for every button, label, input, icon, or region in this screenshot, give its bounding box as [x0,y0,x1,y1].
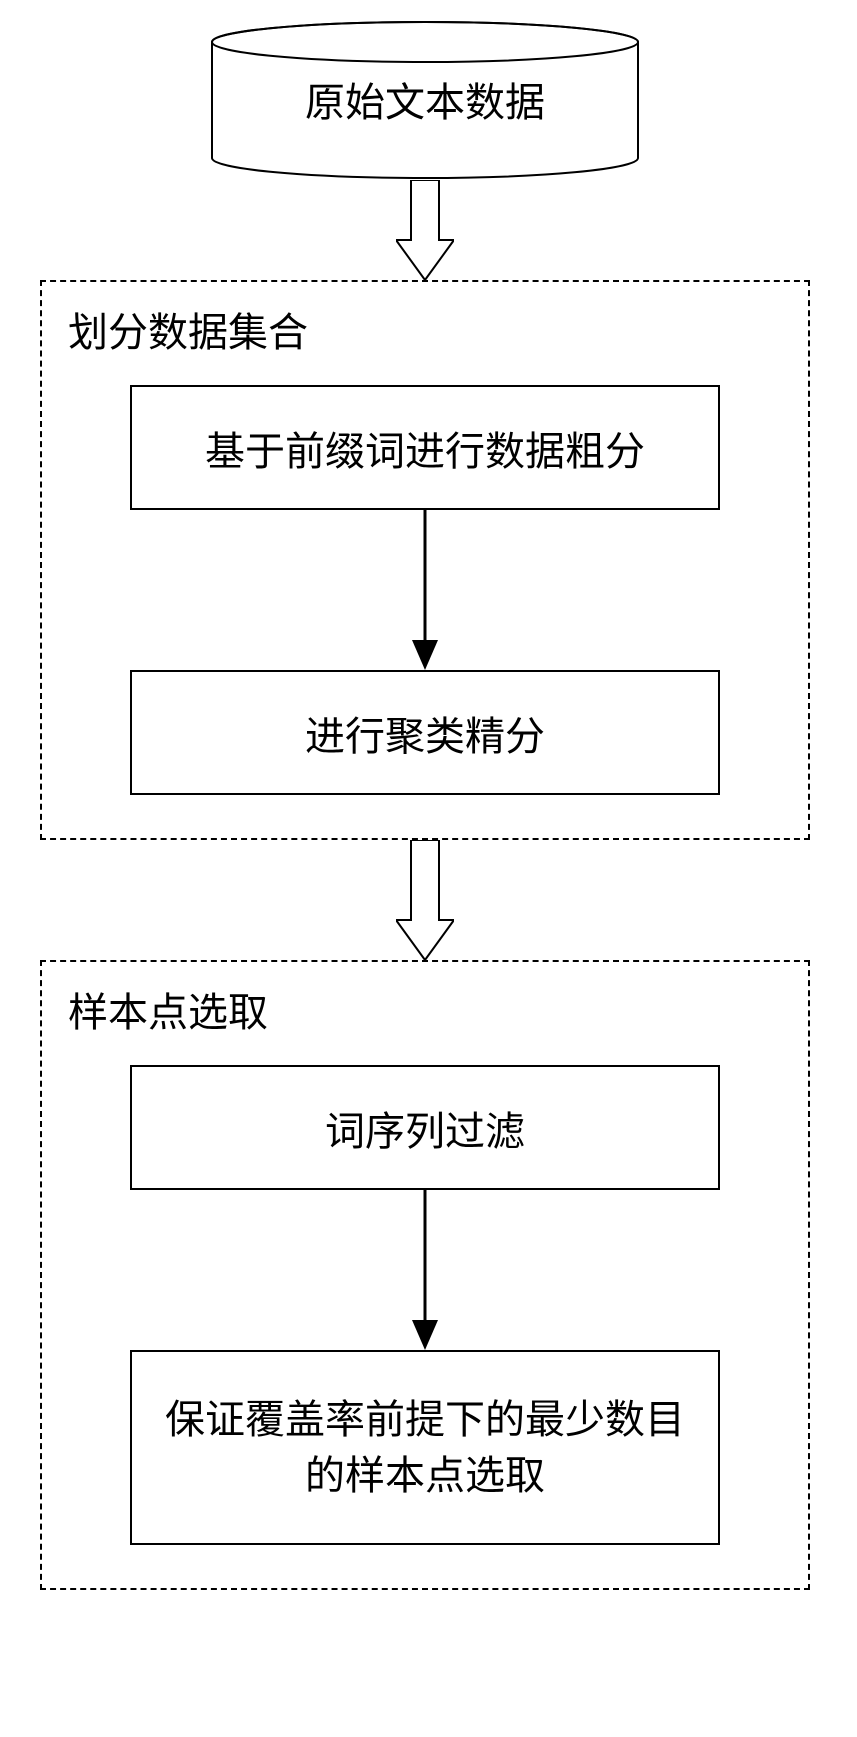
group-partition-label: 划分数据集合 [68,300,308,358]
step-cluster-fine: 进行聚类精分 [130,670,720,795]
group-sample-select-label: 样本点选取 [68,980,268,1038]
step-min-sample-coverage-label: 保证覆盖率前提下的最少数目的样本点选取 [162,1392,688,1504]
arrow-group1-to-group2 [396,840,454,960]
arrow-g1s1-to-g1s2 [412,510,438,670]
source-label: 原始文本数据 [210,70,640,128]
step-min-sample-coverage: 保证覆盖率前提下的最少数目的样本点选取 [130,1350,720,1545]
step-prefix-coarse: 基于前缀词进行数据粗分 [130,385,720,510]
flowchart-canvas: 原始文本数据 划分数据集合 基于前缀词进行数据粗分 进行聚类精分 样本点选取 词… [0,0,857,1737]
step-prefix-coarse-label: 基于前缀词进行数据粗分 [205,419,645,477]
step-wordseq-filter: 词序列过滤 [130,1065,720,1190]
arrow-g2s1-to-g2s2 [412,1190,438,1350]
step-cluster-fine-label: 进行聚类精分 [305,704,545,762]
arrow-source-to-group1 [396,180,454,280]
step-wordseq-filter-label: 词序列过滤 [325,1099,525,1157]
